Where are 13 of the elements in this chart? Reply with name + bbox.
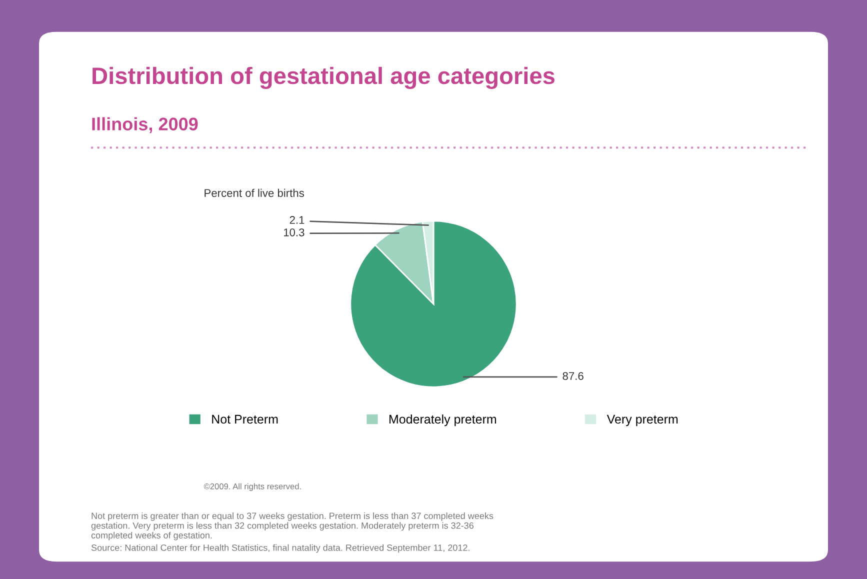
text: Percent of live births: [204, 188, 304, 197]
text: ©2009. All rights reserved.: [204, 483, 301, 491]
legend-label: Not Preterm: [212, 414, 278, 424]
chart-title: Distribution of gestational age categories: [92, 66, 554, 89]
data-label: 2.1: [290, 216, 304, 224]
data-label: 87.6: [562, 372, 584, 380]
data-label: 10.3: [284, 228, 304, 236]
pie-slice: [350, 220, 518, 388]
legend-label: Moderately preterm: [390, 414, 496, 426]
source-note: Source: National Center for Health Statistics, final natality data. Retrieved September 11, 2012.: [91, 544, 470, 553]
text: Not preterm is greater than or equal to 37 weeks gestation. Preterm is less than 37 completed weeks gestation. Very preterm is less than 32 completed weeks gestation. Moderately preterm is 32-36 completed weeks of gestation.: [91, 512, 494, 540]
chart-subtitle: Illinois, 2009: [92, 117, 198, 134]
legend-label: Very preterm: [606, 414, 678, 426]
